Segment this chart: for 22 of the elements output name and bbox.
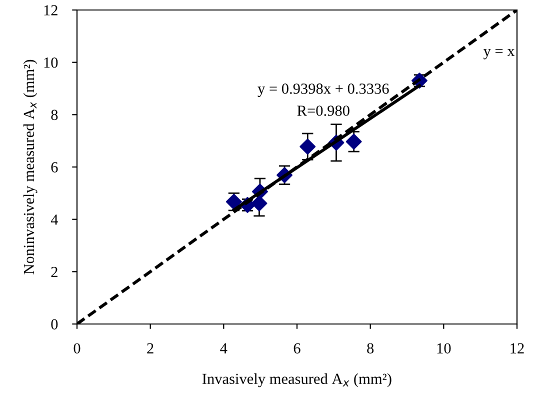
point [251,195,268,212]
point [346,134,362,150]
annotation: y = 0.9398x + 0.3336 [258,84,389,97]
y-tick-label: 2 [51,266,58,277]
y-tick-label: 6 [51,162,58,172]
x-axis-title: Invasively measured A$_{x}$ (mm²) [202,373,392,388]
y-tick-label: 4 [50,214,58,225]
y-tick-label: 8 [51,110,58,120]
x-tick-label: 4 [220,343,228,354]
annotation: y = x [483,49,515,60]
x-tick-label: 6 [294,343,300,354]
y-axis-title: Noninvasively measured A$_{x}$ (mm²) [23,60,38,274]
x-tick-label: 12 [510,343,524,354]
x-tick-label: 0 [74,343,80,354]
x-tick-label: 8 [367,343,374,354]
y-tick-label: 12 [44,5,58,16]
point [300,138,316,155]
annotation: R=0.980 [297,106,350,116]
x-tick-label: 10 [437,343,451,354]
y-tick-label: 0 [51,319,58,330]
x-tick-label: 2 [147,343,154,354]
y-tick-label: 10 [44,57,58,68]
